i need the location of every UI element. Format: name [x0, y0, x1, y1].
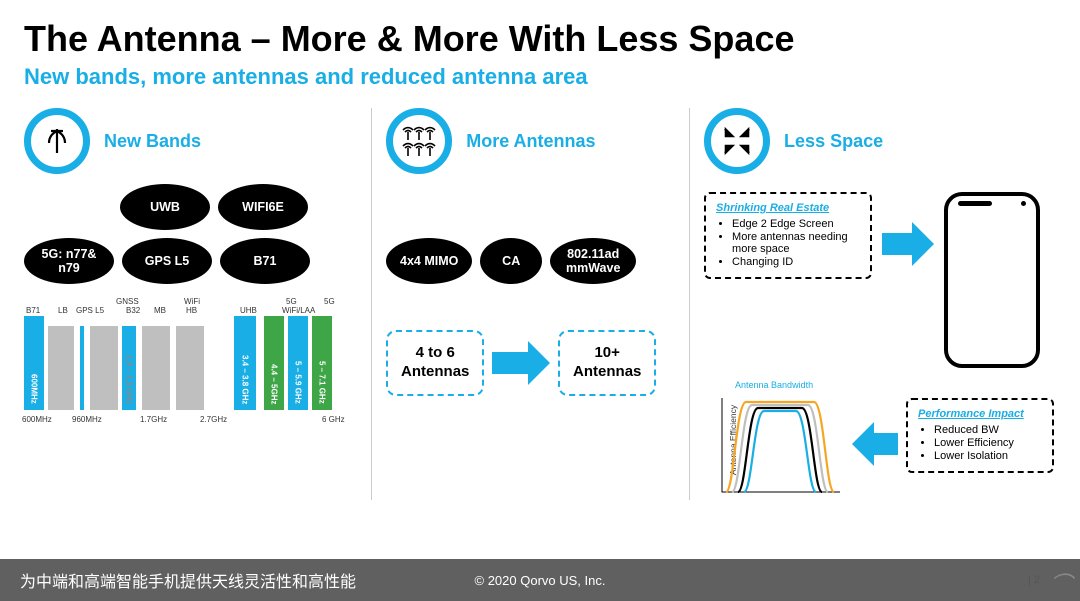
list-item: More antennas needing more space [732, 231, 860, 255]
bandwidth-chart: Antenna Bandwidth Antenna Efficiency [704, 380, 844, 500]
qorvo-logo-icon: ⌒ [1050, 567, 1072, 599]
pill-b71: B71 [220, 238, 310, 284]
flow-to: 10+ Antennas [558, 330, 656, 396]
section-new-bands: New Bands UWB WIFI6E 5G: n77& n79 GPS L5… [24, 108, 359, 500]
array-icon [386, 108, 452, 174]
arrow-icon [852, 422, 898, 466]
pill-ca: CA [480, 238, 542, 284]
section-label: More Antennas [466, 131, 595, 152]
footer: 为中端和高端智能手机提供天线灵活性和高性能 © 2020 Qorvo US, I… [0, 559, 1080, 601]
shrink-heading: Shrinking Real Estate [716, 202, 860, 214]
section-label: Less Space [784, 131, 883, 152]
page-subtitle: New bands, more antennas and reduced ant… [24, 64, 1056, 90]
phone-outline [944, 192, 1040, 368]
spectrum-chart: 600MHz1.4 – 1.5 GHz3.4 – 3.8 GHz4.4 – 5G… [24, 292, 354, 422]
footer-copyright: © 2020 Qorvo US, Inc. [475, 573, 606, 588]
perf-heading: Performance Impact [918, 408, 1042, 420]
section-less-space: Less Space Shrinking Real Estate Edge 2 … [689, 108, 1056, 500]
section-label: New Bands [104, 131, 201, 152]
arrow-icon [492, 341, 550, 385]
pill-5g: 5G: n77& n79 [24, 238, 114, 284]
list-item: Lower Efficiency [934, 437, 1042, 449]
pill-gpsl5: GPS L5 [122, 238, 212, 284]
shrink-icon [704, 108, 770, 174]
page-title: The Antenna – More & More With Less Spac… [24, 18, 1056, 60]
shrink-box: Shrinking Real Estate Edge 2 Edge Screen… [704, 192, 872, 279]
pill-uwb: UWB [120, 184, 210, 230]
list-item: Edge 2 Edge Screen [732, 218, 860, 230]
section-more-antennas: More Antennas 4x4 MIMO CA 802.11ad mmWav… [371, 108, 677, 500]
page-number: | 2 [1028, 574, 1040, 586]
antenna-icon [24, 108, 90, 174]
list-item: Changing ID [732, 256, 860, 268]
pill-mmwave: 802.11ad mmWave [550, 238, 636, 284]
pill-mimo: 4x4 MIMO [386, 238, 472, 284]
flow-from: 4 to 6 Antennas [386, 330, 484, 396]
footer-caption: 为中端和高端智能手机提供天线灵活性和高性能 [20, 568, 356, 592]
bw-title: Antenna Bandwidth [704, 380, 844, 390]
arrow-icon [882, 222, 934, 266]
list-item: Lower Isolation [934, 450, 1042, 462]
perf-box: Performance Impact Reduced BWLower Effic… [906, 398, 1054, 473]
pill-wifi6e: WIFI6E [218, 184, 308, 230]
list-item: Reduced BW [934, 424, 1042, 436]
